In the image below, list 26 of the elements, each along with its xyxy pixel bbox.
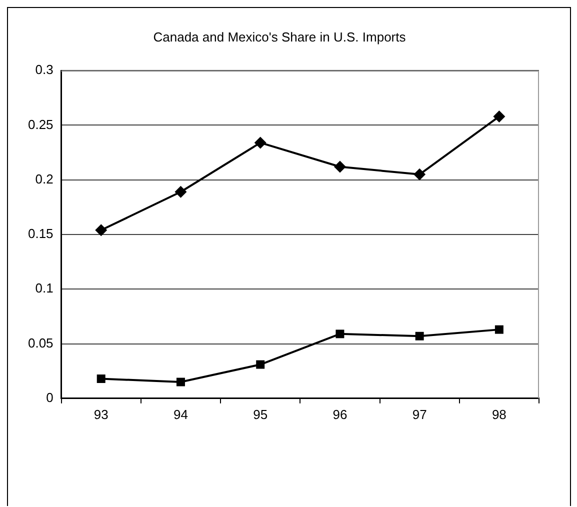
x-tick-label: 97 [412, 406, 427, 422]
point [494, 325, 504, 334]
y-tick-label: 0.25 [28, 116, 54, 132]
point [176, 378, 185, 386]
point [96, 374, 106, 383]
y-tick-label: 0.05 [28, 335, 54, 350]
y-tick-label: 0.15 [28, 226, 54, 242]
point [254, 136, 266, 149]
chart-title: Canada and Mexico's Share in U.S. Imports [153, 29, 406, 44]
x-tick-label: 96 [332, 406, 348, 422]
point [334, 160, 346, 173]
y-tick-label: 0.1 [35, 280, 54, 296]
x-tick-label: 93 [94, 406, 108, 422]
y-tick-label: 0 [46, 390, 54, 405]
y-tick-label: 0.2 [35, 171, 54, 186]
point [414, 168, 426, 180]
point [493, 110, 506, 122]
x-tick-label: 94 [173, 406, 188, 422]
x-tick-label: 98 [492, 406, 506, 422]
x-tick-label: 95 [253, 406, 268, 422]
point [415, 332, 424, 340]
point [256, 360, 265, 369]
y-tick-label: 0.3 [35, 62, 54, 78]
point [174, 186, 187, 198]
point [336, 330, 344, 338]
point [95, 224, 108, 236]
